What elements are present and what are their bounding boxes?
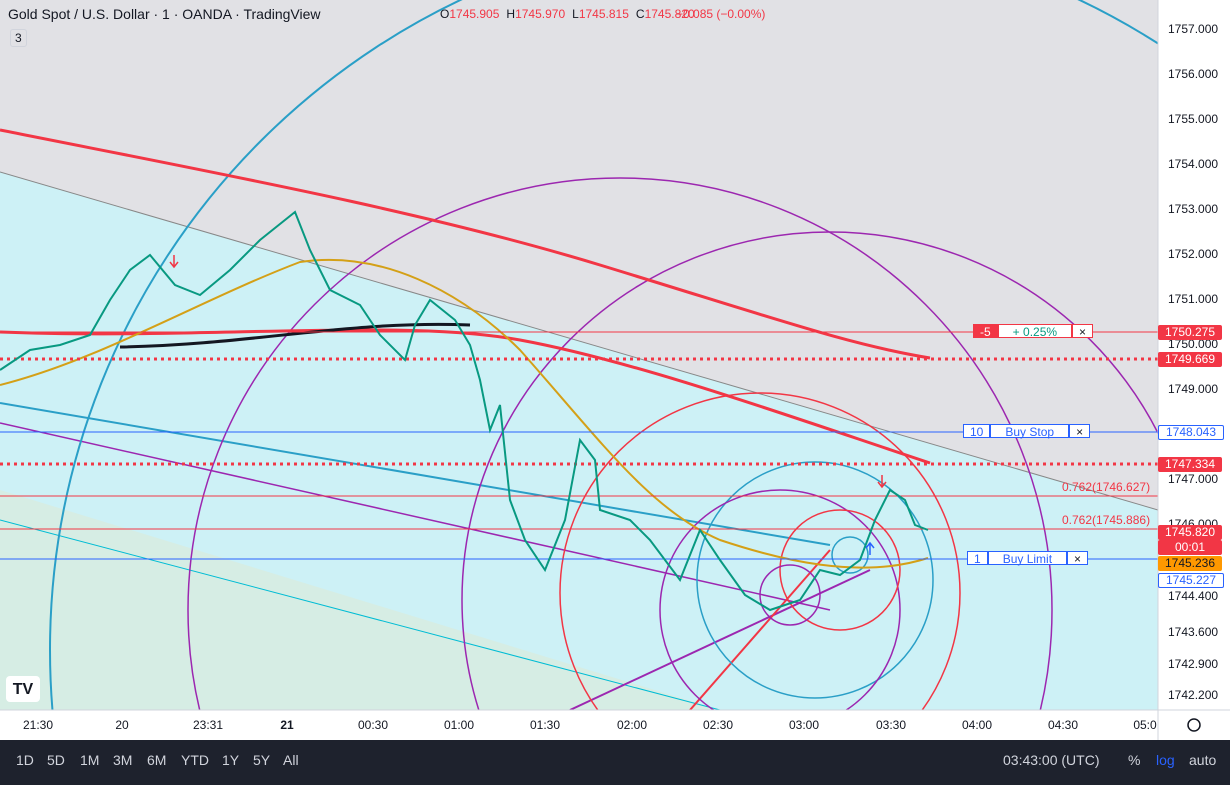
time-label: 21:30: [22, 718, 54, 732]
chart-canvas: TV: [0, 0, 1230, 740]
price-label: 1755.000: [1168, 112, 1219, 126]
price-tag: 1749.669: [1158, 352, 1222, 367]
price-label: 1750.000: [1168, 337, 1219, 351]
order-qty[interactable]: -5: [973, 324, 998, 339]
indicator-toggle[interactable]: 3: [10, 29, 27, 47]
ohlc-label: H: [506, 7, 516, 21]
range-button[interactable]: All: [283, 752, 299, 768]
price-label: 1749.000: [1168, 382, 1219, 396]
ohlc-value: 1745.905: [449, 7, 500, 21]
ohlc-label: C: [635, 7, 645, 21]
order-qty[interactable]: 1: [967, 551, 988, 566]
price-label: 1752.000: [1168, 247, 1219, 261]
order-line: 1 Buy Limit ×: [967, 551, 1089, 566]
time-label: 00:30: [357, 718, 389, 732]
time-label: 03:30: [875, 718, 907, 732]
svg-text:TV: TV: [13, 681, 34, 698]
symbol-title: Gold Spot / U.S. Dollar · 1 · OANDA · Tr…: [8, 6, 321, 22]
order-line: -5 + 0.25% ×: [973, 324, 1094, 339]
price-label: 1756.000: [1168, 67, 1219, 81]
price-label: 1743.600: [1168, 625, 1219, 639]
price-label: 1747.000: [1168, 472, 1219, 486]
time-label: 04:30: [1047, 718, 1079, 732]
order-line: 10 Buy Stop ×: [963, 424, 1091, 439]
axis-option[interactable]: log: [1156, 752, 1175, 768]
axis-option[interactable]: %: [1128, 752, 1141, 768]
price-tag: 00:01: [1158, 540, 1222, 555]
order-close[interactable]: ×: [1067, 551, 1089, 566]
price-tag: 1750.275: [1158, 325, 1222, 340]
price-tag: 1747.334: [1158, 457, 1222, 472]
range-button[interactable]: 5Y: [253, 752, 271, 768]
range-button[interactable]: 6M: [147, 752, 167, 768]
change: −0.085 (−0.00%): [676, 7, 766, 21]
time-label: 03:00: [788, 718, 820, 732]
time-label: 02:30: [702, 718, 734, 732]
order-qty[interactable]: 10: [963, 424, 991, 439]
range-button[interactable]: 1D: [16, 752, 34, 768]
fib-label: 0.762(1746.627): [1062, 480, 1151, 494]
order-close[interactable]: ×: [1072, 324, 1094, 339]
range-button[interactable]: 5D: [47, 752, 65, 768]
price-tag: 1748.043: [1158, 425, 1224, 440]
time-label: 04:00: [961, 718, 993, 732]
time-label: 01:30: [529, 718, 561, 732]
order-close[interactable]: ×: [1069, 424, 1091, 439]
clock: 03:43:00 (UTC): [1003, 752, 1100, 768]
price-label: 1742.200: [1168, 688, 1219, 702]
price-label: 1754.000: [1168, 157, 1219, 171]
time-label: 21: [280, 718, 294, 732]
ohlc-value: 1745.820: [644, 7, 695, 21]
time-label: 02:00: [616, 718, 648, 732]
time-label: 05:0: [1133, 718, 1157, 732]
order-label[interactable]: Buy Limit: [987, 551, 1068, 566]
price-tag: 1745.236: [1158, 556, 1222, 571]
ohlc: O1745.905 H1745.970 L1745.815 C1745.820: [440, 7, 695, 21]
price-label: 1757.000: [1168, 22, 1219, 36]
range-button[interactable]: 1M: [80, 752, 100, 768]
axis-option[interactable]: auto: [1189, 752, 1217, 768]
ohlc-value: 1745.815: [578, 7, 629, 21]
price-label: 1753.000: [1168, 202, 1219, 216]
order-label[interactable]: + 0.25%: [997, 324, 1073, 339]
bottom-toolbar: 1D 5D 1M 3M 6M YTD 1Y 5Y All 03:43:00 (UTC) % log…: [0, 740, 1230, 785]
price-tag: 1745.227: [1158, 573, 1224, 588]
time-label: 20: [115, 718, 129, 732]
price-label: 1751.000: [1168, 292, 1219, 306]
range-button[interactable]: 3M: [113, 752, 133, 768]
price-label: 1744.400: [1168, 589, 1219, 603]
ohlc-label: O: [440, 7, 450, 21]
order-label[interactable]: Buy Stop: [990, 424, 1070, 439]
price-tag: 1745.820: [1158, 525, 1222, 540]
ohlc-value: 1745.970: [515, 7, 566, 21]
range-button[interactable]: 1Y: [222, 752, 240, 768]
range-button[interactable]: YTD: [181, 752, 209, 768]
time-label: 01:00: [443, 718, 475, 732]
price-label: 1742.900: [1168, 656, 1219, 671]
time-label: 23:31: [192, 718, 224, 732]
ohlc-label: L: [572, 7, 579, 21]
plot-area: [0, 0, 1158, 710]
fib-label: 0.762(1745.886): [1062, 513, 1151, 527]
